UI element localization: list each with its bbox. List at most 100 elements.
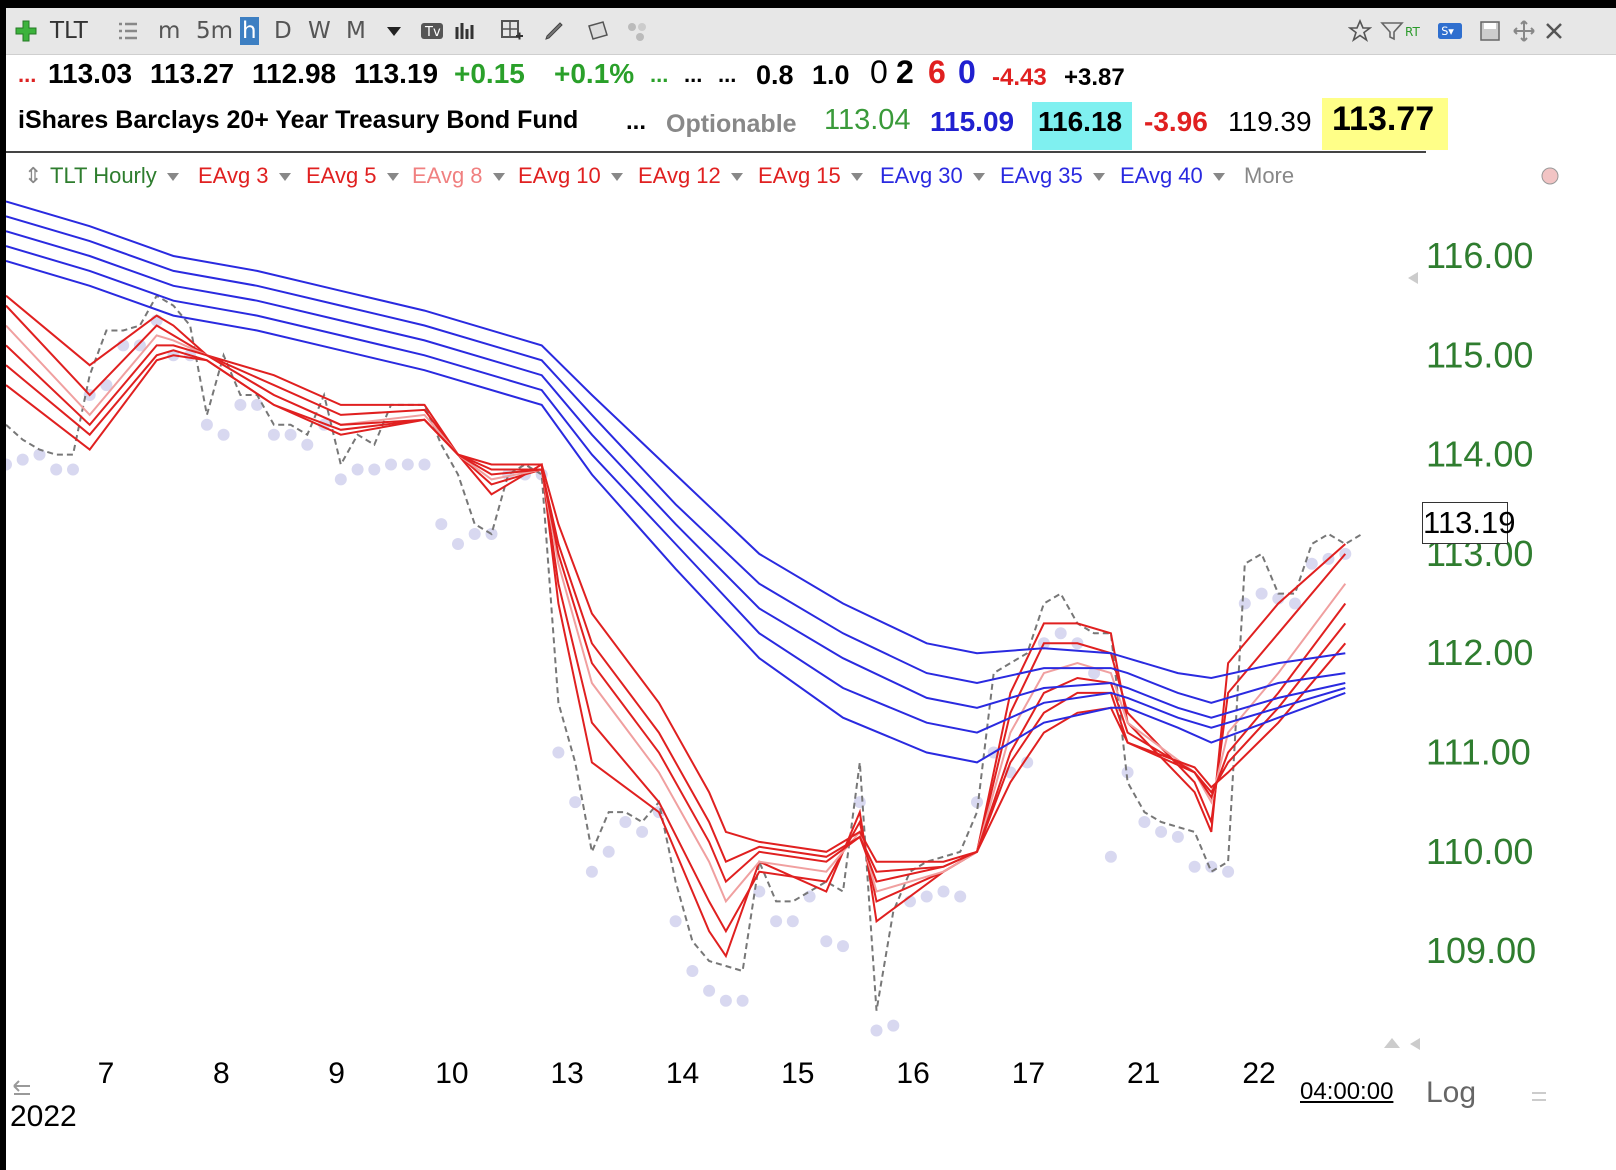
y-tick-label: 114.00 [1426, 434, 1533, 475]
star-icon[interactable] [1348, 19, 1372, 43]
price-dot [33, 448, 46, 461]
price-chart[interactable]: 116.00115.00114.00113.00112.00111.00110.… [6, 8, 1616, 1170]
window-icon[interactable] [586, 19, 610, 43]
interval-minute[interactable]: m [158, 18, 181, 44]
ema-lines [6, 200, 1363, 1011]
interval-hour[interactable]: h [240, 17, 259, 45]
legend-eavg-35[interactable]: EAvg 35 [1000, 163, 1105, 189]
legend-eavg-30[interactable]: EAvg 30 [880, 163, 985, 189]
symbol-field[interactable]: TLT [50, 18, 88, 44]
text-tool-icon[interactable]: Tv [420, 19, 444, 43]
price-dot [50, 463, 63, 476]
quote-green-dots: ... [650, 62, 669, 87]
close-icon[interactable] [1542, 19, 1566, 43]
header-divider [6, 151, 1426, 153]
series-eavg-15 [6, 354, 1347, 863]
legend-eavg-5[interactable]: EAvg 5 [306, 163, 399, 189]
scroll-left-icon[interactable] [1408, 272, 1418, 284]
y-tick-label: 116.00 [1426, 235, 1533, 276]
price-dot [217, 428, 230, 441]
optionable-label: Optionable [666, 110, 797, 138]
list-icon[interactable] [116, 19, 140, 43]
interval-day[interactable]: D [274, 18, 292, 44]
series-eavg-35 [6, 215, 1346, 704]
add-symbol-icon[interactable] [14, 19, 38, 43]
price-dot [719, 994, 732, 1007]
save-icon[interactable] [1478, 19, 1502, 43]
legend-eavg-8[interactable]: EAvg 8 [412, 163, 505, 189]
realtime-icon[interactable]: RT [1404, 19, 1428, 43]
fund-name: iShares Barclays 20+ Year Treasury Bond … [18, 106, 579, 134]
price-dot [435, 518, 448, 531]
time-label[interactable]: 04:00:00 [1300, 1078, 1394, 1105]
count-6: 6 [928, 54, 946, 90]
price-dot [452, 538, 464, 550]
price-dot [1188, 860, 1201, 873]
info-value-2: 115.09 [930, 106, 1015, 137]
link-icon[interactable] [626, 19, 650, 43]
log-scale-toggle[interactable]: Log [1426, 1076, 1477, 1109]
legend-eavg-3[interactable]: EAvg 3 [198, 163, 291, 189]
legend-eavg-40[interactable]: EAvg 40 [1120, 163, 1225, 189]
svg-text:S▾: S▾ [1441, 25, 1454, 38]
count-0b: 0 [958, 54, 976, 90]
interval-5min[interactable]: 5m [196, 18, 234, 44]
price-dot [1088, 667, 1101, 680]
price-dot [468, 528, 481, 540]
dropdown-icon[interactable] [382, 19, 406, 43]
color-palette-icon[interactable] [1541, 167, 1559, 185]
legend-eavg-15[interactable]: EAvg 15 [758, 163, 863, 189]
quote-positive: +3.87 [1064, 64, 1125, 91]
interval-month[interactable]: M [346, 18, 366, 44]
info-dots: ... [626, 108, 647, 135]
menu-lines-icon[interactable] [1532, 1092, 1546, 1101]
legend-eavg-10[interactable]: EAvg 10 [518, 163, 623, 189]
price-dot [920, 890, 933, 903]
pencil-icon[interactable] [542, 19, 566, 43]
legend-handle-icon[interactable]: ⇕ [24, 163, 43, 188]
info-highlight-cyan [1032, 102, 1132, 150]
price-dot [569, 796, 582, 809]
price-dot [552, 746, 565, 759]
price-dot [686, 965, 699, 977]
y-axis: 116.00115.00114.00113.00112.00111.00110.… [1426, 235, 1536, 971]
price-dot [200, 418, 213, 431]
y-tick-label: 109.00 [1426, 930, 1536, 971]
scan-icon[interactable]: S▾ [1438, 19, 1462, 43]
legend-more[interactable]: More [1244, 163, 1295, 188]
move-icon[interactable] [1512, 19, 1536, 43]
price-dot [351, 463, 364, 476]
price-dot [736, 994, 749, 1007]
price-dot [133, 339, 146, 352]
x-axis: 7 8 9 10 13 14 15 16 17 21 22 [98, 1057, 1276, 1090]
legend-eavg-12[interactable]: EAvg 12 [638, 163, 743, 189]
series-eavg-50 [6, 260, 1346, 764]
series-eavg-10 [6, 344, 1347, 884]
filter-icon[interactable] [1380, 19, 1404, 43]
quote-close: 113.19 [354, 58, 439, 89]
interval-week[interactable]: W [308, 18, 331, 44]
chart-legend: ⇕ TLT Hourly EAvg 3 EAvg 5 EAvg 8 EAvg 1… [6, 163, 1426, 193]
scroll-up-icon[interactable] [1384, 1038, 1400, 1048]
quote-high: 113.27 [150, 58, 235, 89]
chart-window: TLT m 5m h D W M Tv RT S▾ ... 113.03 113… [6, 8, 1616, 1170]
count-2: 2 [896, 54, 914, 90]
price-dot [971, 796, 983, 809]
price-dot [334, 473, 347, 486]
price-dot [234, 398, 247, 411]
price-dot [16, 453, 29, 466]
series-eavg-40 [6, 230, 1346, 719]
scroll-left-bottom-icon[interactable] [1410, 1038, 1420, 1050]
y-tick-label: 110.00 [1426, 831, 1533, 872]
info-value-5: 119.39 [1228, 106, 1312, 137]
x-tick-label: 9 [328, 1057, 345, 1090]
scroll-back-icon[interactable] [13, 1080, 30, 1095]
legend-main[interactable]: TLT Hourly [50, 163, 179, 189]
grid-add-icon[interactable] [500, 19, 524, 43]
price-dot [585, 865, 598, 878]
price-dot [67, 463, 79, 476]
price-dot [1255, 587, 1268, 600]
price-dots [6, 314, 1352, 1037]
price-dot [1104, 850, 1117, 863]
bar-chart-icon[interactable] [454, 19, 478, 43]
